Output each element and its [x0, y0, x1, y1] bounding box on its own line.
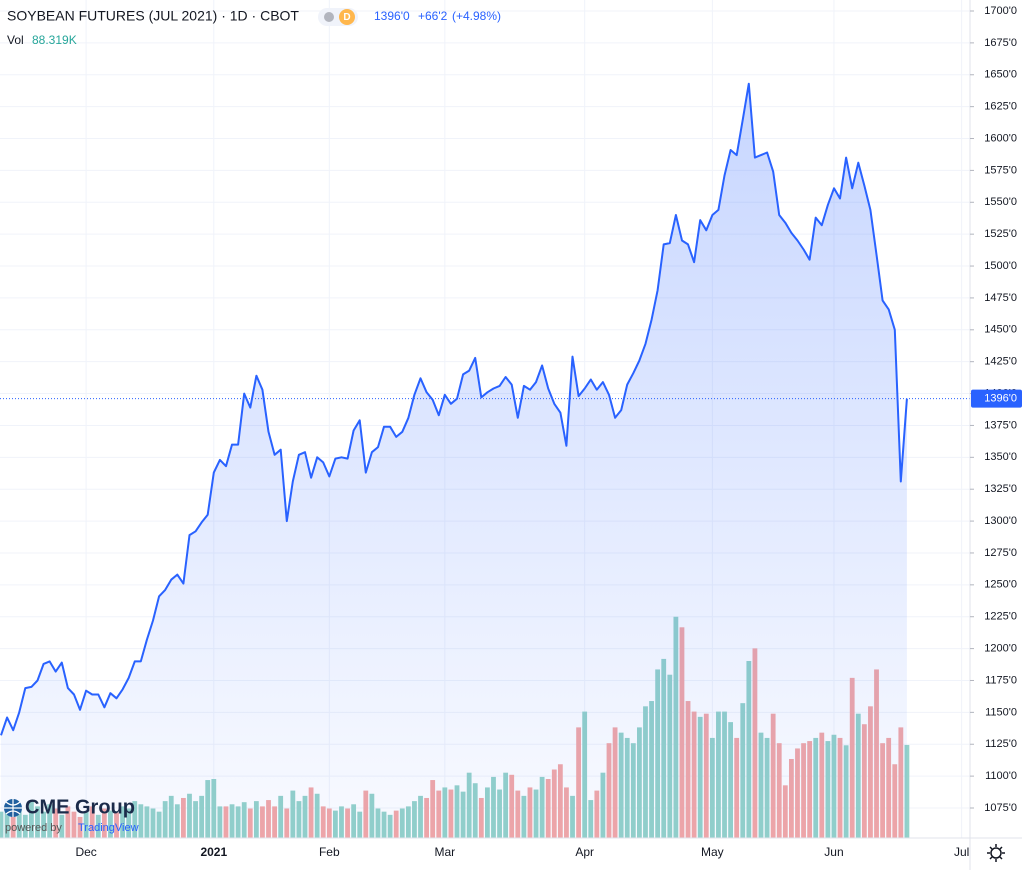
- y-tick-label: 1625'0: [984, 101, 1017, 113]
- y-tick-label: 1675'0: [984, 37, 1017, 49]
- last-price-box: [971, 389, 1022, 408]
- price-line: [0, 82, 908, 736]
- y-tick-label: 1100'0: [985, 770, 1017, 782]
- x-tick-label: Jun: [824, 845, 843, 859]
- logo-text: CME Group: [25, 796, 135, 818]
- y-tick-label: 1525'0: [984, 228, 1017, 240]
- settings-gear-teeth[interactable]: [987, 844, 1005, 862]
- x-tick-label: May: [701, 845, 724, 859]
- logo-globe-lines: [4, 799, 22, 817]
- y-tick-label: 1275'0: [984, 547, 1017, 559]
- y-tick-label: 1150'0: [985, 706, 1017, 718]
- y-tick-label: 1250'0: [984, 579, 1017, 591]
- x-tick-label: Apr: [575, 845, 594, 859]
- price-area: [1, 83, 907, 838]
- y-tick-label: 1325'0: [984, 483, 1017, 495]
- legend: SOYBEAN FUTURES (JUL 2021) · 1D · CBOT D…: [7, 8, 501, 47]
- delay-badge-label: D: [343, 12, 350, 23]
- y-tick-label: 1500'0: [984, 260, 1017, 272]
- y-tick-label: 1450'0: [984, 324, 1017, 336]
- settings-gear[interactable]: [990, 847, 1002, 859]
- settings-button[interactable]: [987, 844, 1005, 862]
- y-tick-label: 1650'0: [984, 69, 1017, 81]
- y-tick-label: 1375'0: [984, 419, 1017, 431]
- y-tick-label: 1300'0: [984, 515, 1017, 527]
- status-dot: [324, 12, 334, 22]
- last-price-label: 1396'0: [984, 393, 1017, 405]
- y-tick-label: 1075'0: [984, 802, 1017, 814]
- platform-link[interactable]: TradingView: [78, 822, 139, 834]
- axes: 1075'0 1100'0 1125'0 1150'0 1175'0 1200'0 1225…: [75, 5, 1022, 859]
- y-tick-label: 1550'0: [984, 196, 1017, 208]
- x-tick-label: Jul: [954, 845, 969, 859]
- last-price: 1396'0: [374, 9, 410, 23]
- price-change-percent: (+4.98%): [452, 9, 501, 23]
- x-tick-label: Mar: [435, 845, 456, 859]
- x-tick-label: Feb: [319, 845, 340, 859]
- y-tick-label: 1175'0: [985, 674, 1017, 686]
- y-tick-label: 1225'0: [984, 611, 1017, 623]
- chart-title: SOYBEAN FUTURES (JUL 2021) · 1D · CBOT: [7, 8, 299, 24]
- y-tick-label: 1600'0: [984, 132, 1017, 144]
- price-change: +66'2: [418, 9, 448, 23]
- x-tick-label: 2021: [200, 845, 227, 859]
- volume-legend-name: Vol: [7, 33, 24, 47]
- powered-by: powered by: [5, 822, 62, 834]
- y-tick-label: 1425'0: [984, 356, 1017, 368]
- y-tick-label: 1125'0: [985, 738, 1017, 750]
- y-tick-label: 1475'0: [984, 292, 1017, 304]
- volume-bar: [904, 744, 910, 838]
- y-tick-label: 1350'0: [984, 451, 1017, 463]
- y-tick-label: 1575'0: [984, 164, 1017, 176]
- delay-badge: [339, 9, 355, 25]
- branding: CME Group powered by TradingView: [4, 796, 139, 834]
- x-tick-label: Dec: [75, 845, 96, 859]
- price-layer: [0, 82, 970, 838]
- y-tick-label: 1200'0: [984, 643, 1017, 655]
- volume-legend-value: 88.319K: [32, 33, 77, 47]
- y-tick-label: 1700'0: [984, 5, 1017, 17]
